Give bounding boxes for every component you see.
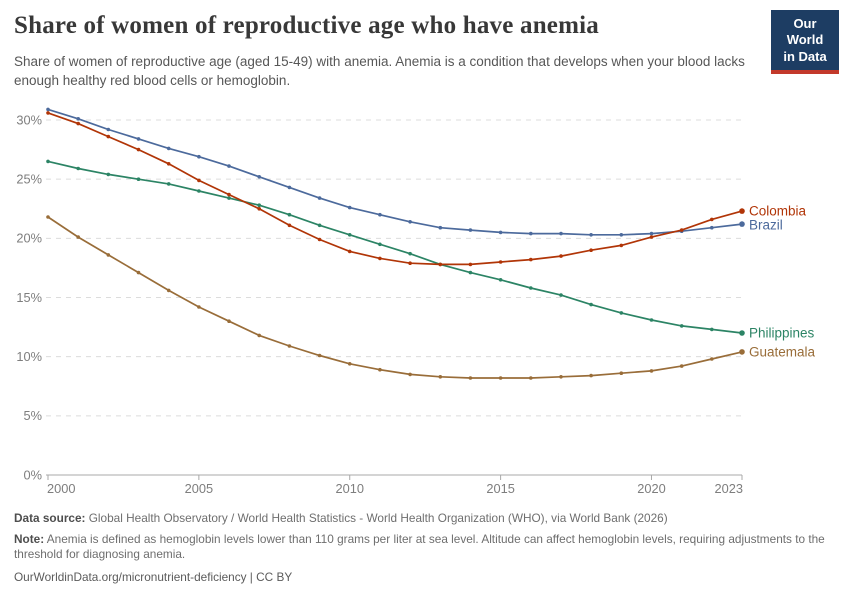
note-text: Anemia is defined as hemoglobin levels l… — [14, 531, 825, 562]
svg-text:2015: 2015 — [486, 481, 514, 496]
series-label-brazil[interactable]: Brazil — [749, 218, 783, 233]
svg-text:2010: 2010 — [336, 481, 364, 496]
note-line: Note: Anemia is defined as hemoglobin le… — [14, 532, 826, 563]
owid-logo-line2: in Data — [783, 48, 827, 64]
series-guatemala — [46, 215, 745, 380]
svg-text:2005: 2005 — [185, 481, 213, 496]
y-gridlines — [46, 119, 742, 476]
svg-text:2023: 2023 — [715, 481, 743, 496]
svg-text:25%: 25% — [16, 171, 42, 186]
series-colombia — [46, 111, 745, 267]
chart-subtitle: Share of women of reproductive age (aged… — [14, 54, 745, 88]
series-label-guatemala[interactable]: Guatemala — [749, 344, 816, 359]
svg-text:2000: 2000 — [47, 481, 75, 496]
citation-link[interactable]: OurWorldinData.org/micronutrient-deficie… — [14, 569, 293, 584]
series-label-colombia[interactable]: Colombia — [749, 204, 807, 219]
svg-text:10%: 10% — [16, 349, 42, 364]
owid-logo-line1: Our World — [786, 16, 824, 48]
page-title: Share of women of reproductive age who h… — [14, 12, 599, 39]
svg-text:5%: 5% — [24, 408, 43, 423]
svg-text:0%: 0% — [24, 467, 43, 482]
note-label: Note: — [14, 531, 45, 546]
data-source-text: Global Health Observatory / World Health… — [85, 511, 668, 525]
y-axis-labels: 0% 5% 10% 15% 20% 25% 30% — [16, 112, 42, 482]
svg-text:20%: 20% — [16, 231, 42, 246]
line-colombia — [47, 112, 743, 266]
svg-text:2020: 2020 — [637, 481, 665, 496]
data-source-line: Data source: Global Health Observatory /… — [14, 511, 826, 527]
series-label-philippines[interactable]: Philippines — [749, 326, 815, 341]
x-axis: 2000 2005 2010 2015 2020 2023 — [47, 475, 743, 496]
line-brazil — [47, 108, 743, 236]
anemia-line-chart: 0%5%10%15%20%25%30%2000 2005 2010 2015 2020 2… — [16, 107, 816, 496]
chart-footer: Data source: Global Health Observatory /… — [14, 511, 826, 590]
owid-logo[interactable]: Our World in Data — [771, 10, 839, 74]
svg-text:30%: 30% — [16, 112, 42, 127]
data-source-label: Data source: — [14, 511, 86, 525]
series-brazil — [46, 107, 745, 237]
svg-text:15%: 15% — [16, 290, 42, 305]
line-guatemala — [47, 216, 743, 379]
series-philippines — [46, 159, 745, 336]
line-philippines — [47, 160, 743, 334]
